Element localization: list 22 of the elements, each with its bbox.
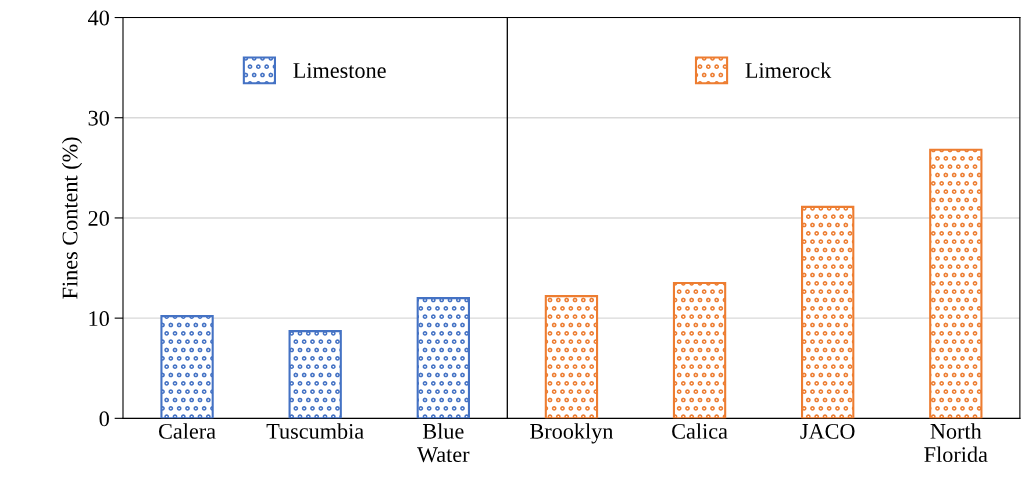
x-tick-label: Calica [672, 423, 728, 439]
bar [672, 282, 727, 419]
bar [416, 297, 470, 419]
x-tick-label: Blue Water [417, 423, 470, 463]
x-tick-label: North Florida [924, 423, 988, 463]
bar [160, 315, 214, 419]
y-axis-title: Fines Content (%) [61, 137, 83, 299]
legend-label: Limerock [745, 62, 832, 79]
y-tick-label: 40 [88, 10, 109, 26]
y-tick-label: 0 [99, 411, 109, 427]
bar [544, 295, 599, 419]
bar [801, 205, 855, 419]
x-tick-label: JACO [800, 423, 855, 439]
x-tick-label: Calera [158, 423, 216, 439]
y-tick-label: 20 [88, 210, 109, 226]
x-tick-label: Tuscumbia [266, 423, 364, 439]
bar [288, 330, 342, 419]
x-tick-label: Brooklyn [530, 423, 614, 444]
bar [929, 148, 983, 419]
legend-label: Limestone [293, 63, 386, 79]
y-tick-label: 30 [88, 110, 109, 126]
y-tick-label: 10 [89, 311, 109, 327]
